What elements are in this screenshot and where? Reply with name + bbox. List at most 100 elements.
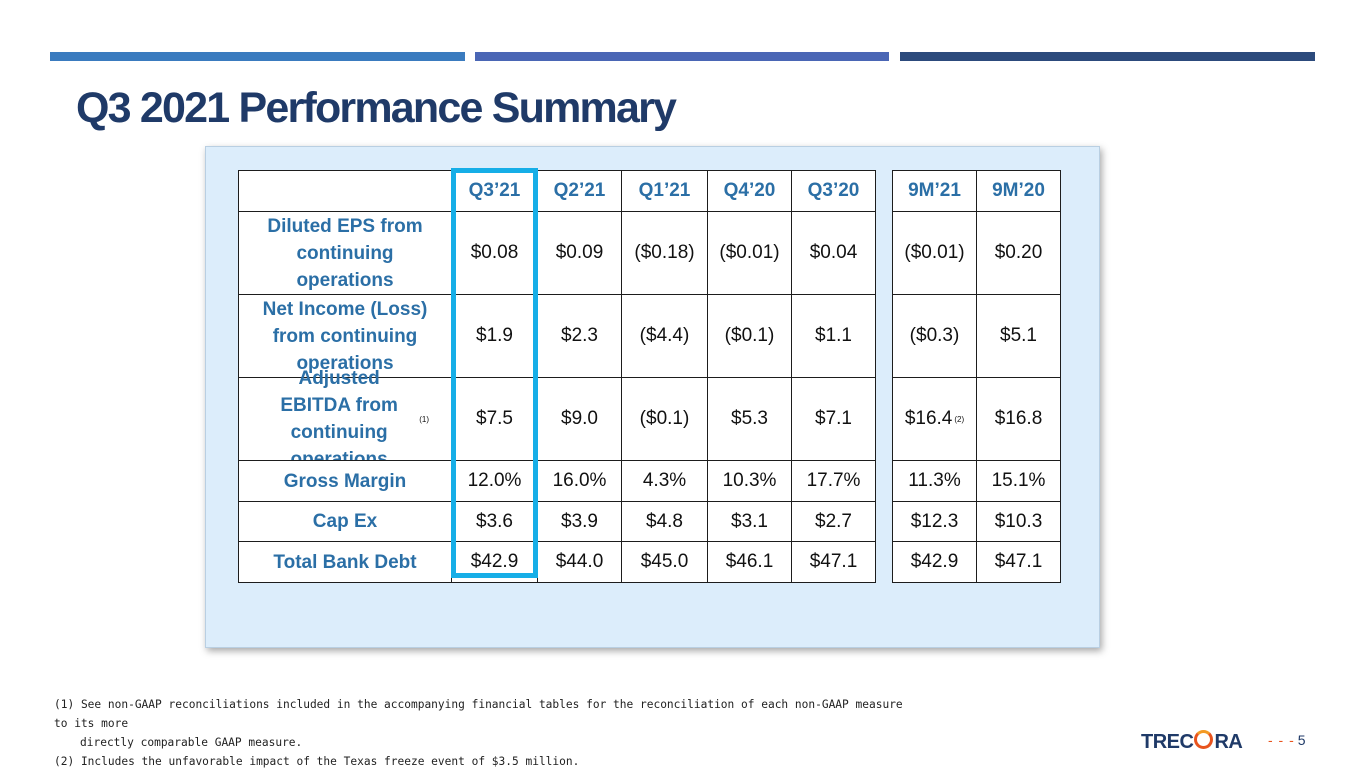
table-cell-value: $10.3: [994, 510, 1043, 532]
table-cell-value: ($0.1): [724, 325, 775, 346]
table-cell-value: $7.1: [815, 408, 852, 429]
header-corner: [238, 170, 452, 212]
row-label-text: Total Bank Debt: [273, 551, 417, 573]
table-cell: $16.8: [976, 377, 1061, 461]
table-cell: $5.1: [976, 294, 1061, 378]
table-cell: ($0.18): [621, 211, 708, 295]
table-cell: $0.20: [976, 211, 1061, 295]
logo-o-icon: [1194, 730, 1214, 749]
footnotes: (1) See non-GAAP reconciliations include…: [54, 695, 914, 771]
table-cell-value: $5.3: [731, 408, 768, 429]
table-cell-value: $42.9: [470, 551, 519, 572]
row-label: Gross Margin: [238, 460, 452, 502]
table-cell-value: ($0.01): [719, 242, 780, 263]
table-cell: $2.3: [537, 294, 622, 378]
table-cell-value: ($0.3): [909, 325, 960, 346]
row-label-text: Adjusted EBITDA from continuing operatio…: [280, 368, 398, 470]
trecora-logo: TREC RA: [1141, 730, 1243, 754]
table-cell: $5.3: [707, 377, 792, 461]
table-cell: $3.6: [451, 501, 538, 542]
table-cell-value: $44.0: [555, 551, 604, 572]
table-cell: $42.9: [892, 541, 977, 583]
table-cell-value: $0.08: [470, 242, 519, 263]
table-cell-value: $3.9: [561, 510, 598, 532]
table-cell: ($0.1): [621, 377, 708, 461]
table-cell-value: $16.4: [904, 408, 953, 429]
table-cell: $3.9: [537, 501, 622, 542]
table-cell: 4.3%: [621, 460, 708, 502]
table-cell: $4.8: [621, 501, 708, 542]
table-cell-value: 4.3%: [642, 470, 687, 491]
table-cell-value: ($0.18): [634, 242, 695, 263]
table-cell: $3.1: [707, 501, 792, 542]
table-cell: $47.1: [791, 541, 876, 583]
table-cell-value: $47.1: [809, 551, 858, 572]
table-cell-value: 10.3%: [722, 470, 777, 491]
page-number-value: 5: [1297, 732, 1306, 748]
logo-text-right: RA: [1214, 731, 1243, 753]
table-cell: $9.0: [537, 377, 622, 461]
table-cell-value: $2.3: [561, 325, 598, 346]
row-label-text: Gross Margin: [283, 470, 407, 492]
table-cell: 10.3%: [707, 460, 792, 502]
table-cell-value: $0.04: [809, 242, 858, 263]
row-label-text: Cap Ex: [312, 511, 378, 532]
column-header-label: Q3’21: [468, 180, 521, 201]
row-label-text: Net Income (Loss) from continuing operat…: [262, 298, 428, 374]
column-header: 9M’21: [892, 170, 977, 212]
table-cell-value: $7.5: [476, 408, 513, 429]
table-cell: $7.1: [791, 377, 876, 461]
row-label: Net Income (Loss) from continuing operat…: [238, 294, 452, 378]
footnote-1-line-2: directly comparable GAAP measure.: [80, 736, 303, 749]
row-label-footnote-marker: (1): [419, 414, 429, 424]
table-cell: 17.7%: [791, 460, 876, 502]
table-cell-value: 11.3%: [908, 470, 961, 491]
cell-footnote-marker: (2): [954, 414, 965, 424]
table-cell-value: $4.8: [646, 510, 683, 532]
table-cell-value: $2.7: [815, 510, 852, 532]
table-cell-value: 15.1%: [991, 470, 1046, 491]
table-cell: $0.09: [537, 211, 622, 295]
table-cell: 15.1%: [976, 460, 1061, 502]
top-accent-bar-1: [50, 52, 465, 61]
table-cell: ($0.01): [707, 211, 792, 295]
column-header: Q4’20: [707, 170, 792, 212]
column-header-label: Q1’21: [638, 180, 691, 201]
table-cell-value: $45.0: [640, 551, 689, 572]
column-header-label: 9M’20: [992, 180, 1045, 201]
table-cell-value: $46.1: [725, 551, 774, 572]
table-cell: $2.7: [791, 501, 876, 542]
logo-text-left: TREC: [1141, 731, 1194, 753]
table-cell-value: $47.1: [994, 551, 1043, 572]
column-header: Q2’21: [537, 170, 622, 212]
top-accent-bar-2: [475, 52, 889, 61]
footnote-2: (2) Includes the unfavorable impact of t…: [54, 755, 580, 768]
table-cell-value: 16.0%: [552, 470, 607, 491]
table-cell-value: $3.1: [731, 510, 768, 532]
table-cell: $46.1: [707, 541, 792, 583]
top-accent-bar-3: [900, 52, 1315, 61]
row-label: Diluted EPS from continuing operations: [238, 211, 452, 295]
table-cell: $12.3: [892, 501, 977, 542]
table-cell: $1.1: [791, 294, 876, 378]
table-cell: ($0.01): [892, 211, 977, 295]
footnote-1-line-1: (1) See non-GAAP reconciliations include…: [54, 698, 903, 730]
row-label: Total Bank Debt: [238, 541, 452, 583]
column-header-label: 9M’21: [908, 180, 961, 201]
table-cell: 16.0%: [537, 460, 622, 502]
table-cell-value: ($4.4): [639, 325, 690, 346]
column-header-label: Q4’20: [723, 180, 776, 201]
table-cell: $47.1: [976, 541, 1061, 583]
table-cell-value: $5.1: [1000, 325, 1037, 346]
row-label: Adjusted EBITDA from continuing operatio…: [238, 368, 452, 470]
table-cell-value: ($0.1): [639, 408, 690, 429]
table-cell-value: $1.9: [476, 325, 513, 346]
column-header-label: Q2’21: [553, 180, 606, 201]
table-cell-value: $1.1: [815, 325, 852, 346]
table-cell: $44.0: [537, 541, 622, 583]
table-cell-value: $3.6: [476, 510, 513, 532]
table-cell: ($4.4): [621, 294, 708, 378]
column-header-label: Q3’20: [807, 180, 860, 201]
table-cell-value: $16.8: [994, 408, 1043, 429]
column-header: Q1’21: [621, 170, 708, 212]
